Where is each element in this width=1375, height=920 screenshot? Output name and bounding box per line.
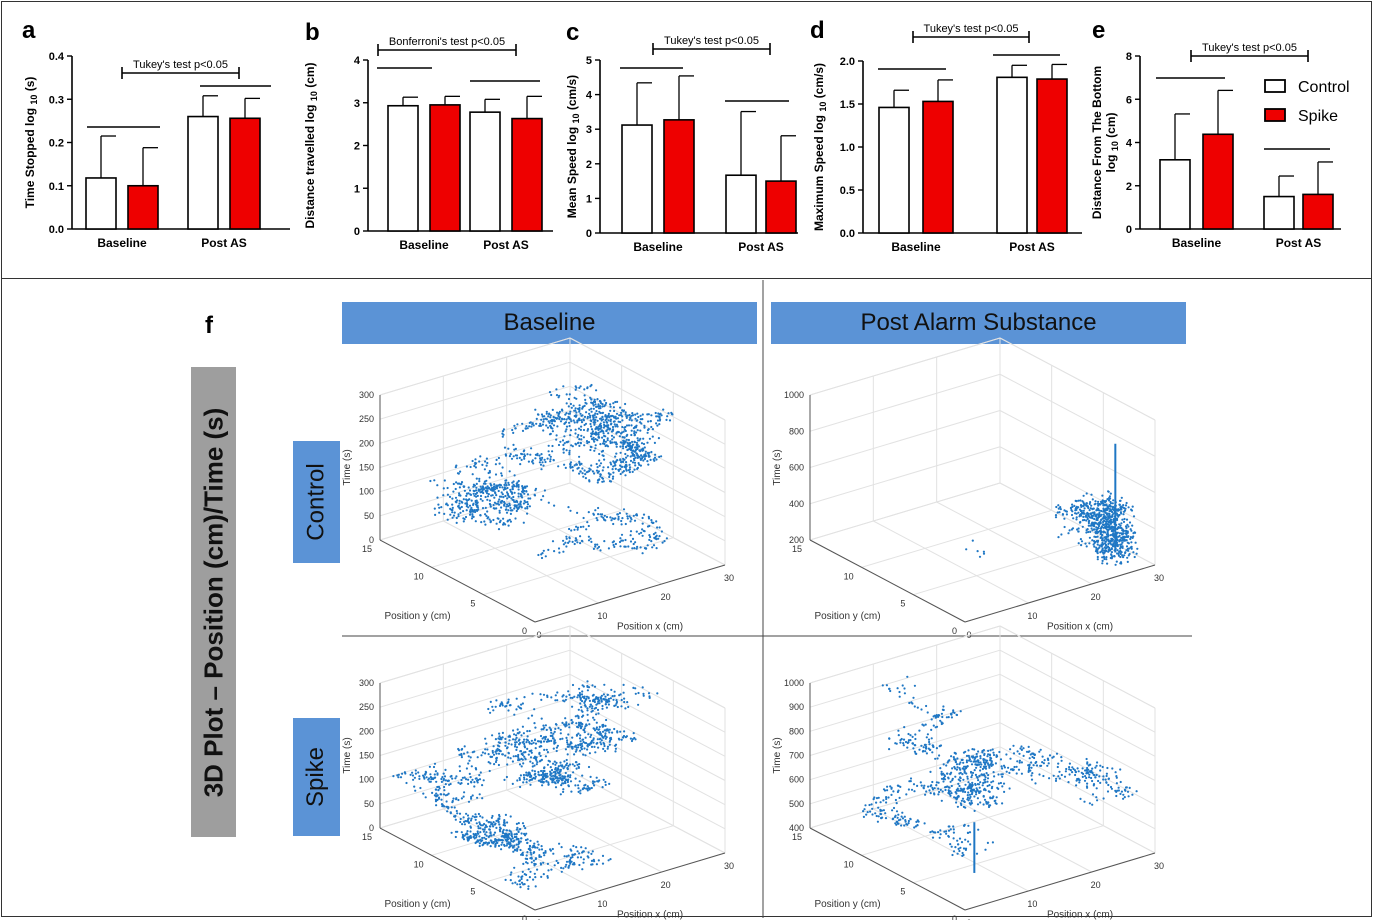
bar-spike [663,119,695,234]
legend-swatch-control [1264,79,1286,93]
y-tick-label: 2 [586,159,592,171]
bar-spike [922,100,954,234]
y-tick-label: 0.3 [49,94,64,106]
sig-annotation: Tukey's test p<0.05 [1202,42,1297,54]
bar-control [469,111,501,232]
panel-f-title: 3D Plot – Position (cm)/Time (s) [191,367,236,837]
row-label-spike: Spike [293,718,340,836]
bar-spike [1036,78,1068,234]
x-category-label: Baseline [633,240,683,254]
column-header-baseline: Baseline [342,302,757,344]
x-category-label: Post AS [738,240,784,254]
x-category-label: Post AS [483,238,529,252]
chart-panel-b: b 0 1 2 3 4 Distance travelled log 10 (cm) Base… [303,19,553,252]
y-tick-label: 3 [586,124,592,136]
y-tick-label: 4 [586,90,593,102]
y-axis-label: Distance From The Bottomlog 10 (cm) [1090,66,1120,219]
bar-control [621,124,653,234]
chart-panel-d: d 0.0 0.5 1.0 1.5 2.0 Maximum Speed log 10 (cm… [810,17,1082,254]
bar-control [725,174,757,234]
y-tick-label: 3 [354,98,360,110]
bar-spike [1302,193,1334,230]
panel-letter-c: c [566,19,579,46]
y-tick-label: 2.0 [840,56,855,68]
column-header-post-alarm: Post Alarm Substance [771,302,1186,344]
panel-letter-a: a [22,17,36,44]
section-divider [1,278,1372,279]
y-tick-label: 4 [354,55,361,67]
row-label-control: Control [293,441,340,563]
y-tick-label: 0.5 [840,185,855,197]
y-tick-label: 0.0 [49,224,64,236]
y-tick-label: 0.0 [840,228,855,240]
y-tick-label: 0.2 [49,138,64,150]
bar-control [85,177,117,230]
y-axis-label: Time Stopped log 10 (s) [23,77,39,209]
x-category-label: Baseline [97,236,147,250]
bar-control [1263,195,1295,230]
x-category-label: Baseline [1172,236,1222,250]
legend-swatch-spike [1264,108,1286,122]
panel-letter-b: b [305,19,320,46]
y-tick-label: 2 [1126,181,1132,193]
legend-label-control: Control [1298,79,1350,96]
sig-annotation: Tukey's test p<0.05 [664,35,759,47]
y-tick-label: 5 [586,55,592,67]
legend-label-spike: Spike [1298,108,1338,125]
y-axis-label: Mean Speed log 10 (cm/s) [565,75,581,218]
bar-spike [127,184,159,230]
y-tick-label: 0 [586,228,592,240]
sig-annotation: Bonferroni's test p<0.05 [389,36,505,48]
bar-control [187,115,219,230]
chart-panel-a: a 0.0 0.1 0.2 0.3 0.4 Time Stopped log 10 (s) B… [22,17,290,250]
y-tick-label: 6 [1126,94,1132,106]
y-tick-label: 1.0 [840,142,855,154]
y-tick-label: 4 [1126,138,1133,150]
chart-panel-c: c 0 1 2 3 4 5 Mean Speed log 10 (cm/s) Baseline P… [565,19,798,254]
x-category-label: Baseline [891,240,941,254]
y-tick-label: 0.4 [49,51,65,63]
bar-spike [765,180,797,234]
panel-letter-d: d [810,17,825,44]
bar-control [996,76,1028,234]
sig-annotation: Tukey's test p<0.05 [133,59,228,71]
panel-letter-e: e [1092,17,1105,44]
x-category-label: Post AS [201,236,247,250]
y-axis-label: Maximum Speed log 10 (cm/s) [812,63,828,231]
y-tick-label: 1 [354,183,360,195]
y-tick-label: 0 [1126,224,1132,236]
bar-spike [229,117,261,230]
panel-letter-f: f [205,312,213,339]
y-axis-label: Distance travelled log 10 (cm) [303,62,319,228]
x-category-label: Post AS [1276,236,1322,250]
bar-control [387,104,419,232]
bar-charts-area: a 0.0 0.1 0.2 0.3 0.4 Time Stopped log 10 (s) B… [22,17,1350,254]
y-tick-label: 0.1 [49,181,64,193]
y-tick-label: 1 [586,193,592,205]
y-tick-label: 1.5 [840,99,855,111]
bar-control [1159,159,1191,230]
chart-panel-e: e 0 2 4 6 8 Distance From The Bottomlog 10 (cm… [1090,17,1350,250]
bar-control [878,106,910,234]
x-category-label: Post AS [1009,240,1055,254]
y-tick-label: 8 [1126,51,1132,63]
bar-spike [511,117,543,232]
x-category-label: Baseline [399,238,449,252]
y-tick-label: 0 [354,226,360,238]
bar-spike [1202,133,1234,230]
bar-spike [429,104,461,232]
y-tick-label: 2 [354,141,360,153]
sig-annotation: Tukey's test p<0.05 [924,23,1019,35]
